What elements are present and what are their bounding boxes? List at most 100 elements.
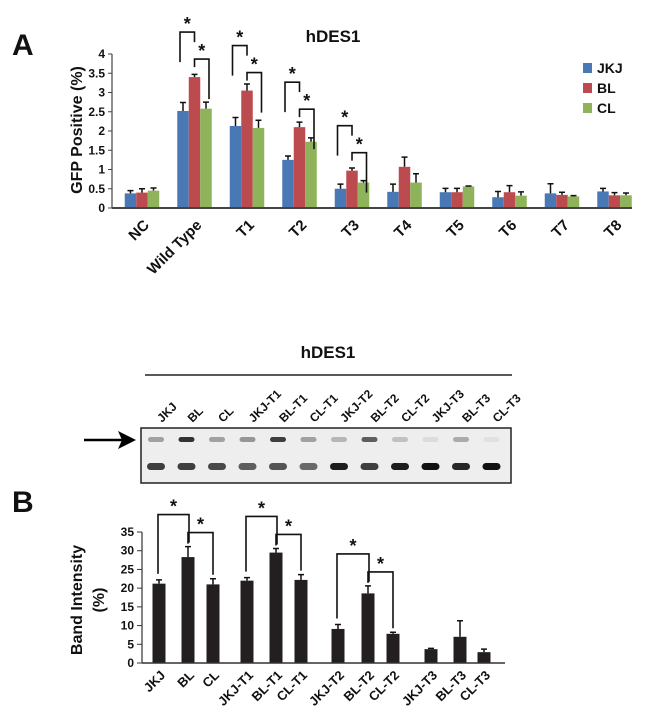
bar-cl [252, 127, 265, 208]
gel-lower-band [360, 463, 379, 470]
significance-bracket [231, 44, 248, 76]
y-tick-label: 15 [121, 600, 135, 614]
panel-label-b: B [12, 486, 34, 519]
bar-jkj [387, 191, 399, 208]
error-bar [349, 167, 355, 171]
error-bar [180, 101, 186, 111]
panel-label-a: A [12, 29, 34, 62]
gel-upper-band [392, 437, 408, 442]
error-bar [185, 545, 191, 558]
significance-bracket [298, 108, 315, 150]
gel-upper-band [361, 437, 378, 442]
bar [152, 583, 166, 663]
gel-upper-band [209, 437, 225, 442]
bar-jkj [282, 159, 294, 208]
chart-b-title: hDES1 [301, 343, 356, 362]
y-tick-label: 2 [98, 124, 105, 138]
legend-swatch-jkj [583, 63, 592, 73]
y-tick-label: 0.5 [88, 182, 105, 196]
bar-bl [451, 192, 463, 208]
error-bar [308, 137, 314, 142]
gel-lower-band [421, 463, 440, 470]
error-bar [390, 183, 396, 192]
y-tick-label: 3 [98, 86, 105, 100]
bar-cl [567, 196, 580, 208]
bar [453, 636, 467, 663]
error-bar [442, 187, 449, 193]
gel-upper-band [300, 437, 317, 442]
bar [206, 584, 220, 663]
x-tick-label: JKJ [141, 668, 168, 695]
bar-bl [293, 127, 306, 208]
significance-star: * [349, 536, 356, 556]
gel-lane-label: JKJ-T3 [429, 387, 467, 425]
significance-star: * [258, 498, 265, 518]
y-tick-label: 4 [98, 47, 105, 61]
error-bar [273, 547, 279, 553]
significance-bracket [336, 553, 370, 619]
bar-jkj [492, 197, 504, 208]
significance-bracket [275, 533, 302, 571]
significance-star: * [197, 515, 204, 535]
significance-bracket [351, 151, 368, 193]
y-tick-label: 35 [121, 525, 135, 539]
bar-cl [620, 195, 632, 208]
x-tick-label: JKJ-T3 [399, 668, 440, 709]
y-tick-label: 30 [121, 544, 135, 558]
significance-bracket [367, 571, 394, 629]
gel-lower-band [147, 463, 165, 470]
significance-star: * [198, 41, 205, 61]
bar [477, 652, 491, 663]
bar-jkj [229, 125, 242, 208]
error-bar [570, 194, 577, 197]
bar [269, 552, 283, 663]
significance-star: * [251, 55, 258, 75]
bar [424, 649, 438, 663]
bar-cl [462, 186, 475, 208]
error-bar [335, 623, 341, 629]
bar [294, 579, 308, 663]
significance-star: * [356, 135, 363, 155]
error-bar [547, 182, 554, 194]
error-bar [454, 187, 460, 193]
bar-bl [556, 194, 568, 208]
significance-star: * [236, 28, 243, 48]
significance-bracket [193, 58, 210, 100]
gel-upper-band [331, 437, 347, 442]
y-tick-label: 5 [127, 637, 134, 651]
x-tick-label: T5 [443, 217, 467, 241]
bar-bl [608, 195, 621, 208]
gel-lower-band [482, 463, 501, 470]
error-bar [255, 119, 262, 128]
gel-lane-label: CL-T3 [490, 391, 524, 425]
gel-upper-band [270, 437, 286, 442]
gel-lower-band [391, 463, 409, 470]
y-tick-label: 3.5 [88, 66, 105, 80]
chart-b-ylabel-line2: (%) [91, 588, 108, 613]
error-bar [457, 619, 463, 637]
bar-cl [410, 182, 422, 208]
gel-upper-band [239, 437, 256, 442]
chart-a-title: hDES1 [306, 27, 361, 46]
significance-bracket [246, 71, 263, 113]
error-bar [559, 191, 565, 195]
x-tick-label: T6 [496, 217, 520, 241]
error-bar [365, 585, 371, 594]
significance-star: * [377, 554, 384, 574]
gel-lower-band [299, 463, 318, 470]
significance-star: * [184, 14, 191, 34]
significance-bracket [157, 513, 190, 574]
error-bar [360, 179, 367, 183]
gel-lower-band [238, 463, 257, 470]
legend-label-cl: CL [597, 100, 616, 116]
bar [386, 633, 400, 663]
x-tick-label: T3 [338, 217, 362, 241]
bar-jkj [544, 193, 557, 208]
arrow-icon [84, 431, 136, 449]
y-tick-label: 20 [121, 581, 135, 595]
gel-lane-label: BL [185, 404, 206, 425]
gel-upper-band [453, 437, 469, 442]
error-bar [390, 631, 396, 634]
